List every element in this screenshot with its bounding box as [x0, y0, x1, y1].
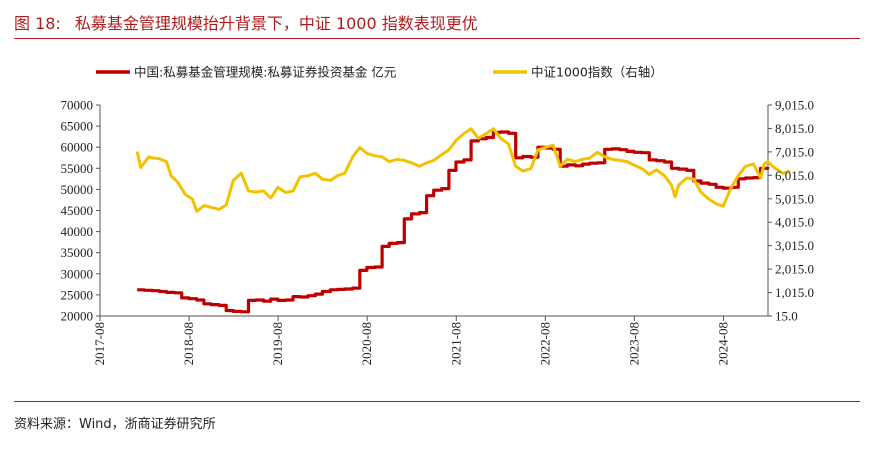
y-right-tick-label: 4,015.0: [775, 215, 814, 230]
legend-label-csi1000: 中证1000指数（右轴）: [531, 65, 663, 80]
figure-number: 图 18:: [14, 14, 61, 33]
x-tick-label: 2022-08: [537, 322, 552, 365]
chart-tick-labels: 20000 25000 30000 35000 40000 45000 50000 55000…: [61, 98, 815, 366]
y-right-tick-label: 15.0: [775, 309, 798, 324]
y-left-tick-label: 35000: [61, 245, 94, 260]
y-left-tick-label: 20000: [61, 309, 94, 324]
title-divider: [14, 38, 860, 39]
footer-divider: [14, 401, 860, 402]
figure-title-text: 私募基金管理规模抬升背景下，中证 1000 指数表现更优: [74, 14, 478, 33]
chart-legend: 中国:私募基金管理规模:私募证券投资基金 亿元 中证1000指数（右轴）: [96, 65, 663, 80]
y-left-tick-label: 50000: [61, 182, 94, 197]
chart-series: [135, 127, 791, 314]
y-right-tick-label: 6,015.0: [775, 168, 814, 183]
y-left-tick-label: 60000: [61, 140, 94, 155]
x-tick-label: 2019-08: [270, 322, 285, 365]
x-tick-label: 2017-08: [92, 322, 107, 365]
y-right-tick-label: 2,015.0: [775, 262, 814, 277]
y-left-tick-label: 40000: [61, 224, 94, 239]
x-tick-label: 2021-08: [448, 322, 463, 365]
y-left-tick-label: 70000: [61, 98, 94, 113]
source-note: 资料来源：Wind，浙商证券研究所: [14, 417, 216, 432]
legend-label-fund-scale: 中国:私募基金管理规模:私募证券投资基金 亿元: [134, 65, 396, 80]
y-right-tick-label: 8,015.0: [775, 121, 814, 136]
chart-axes: [96, 104, 772, 321]
y-left-tick-label: 55000: [61, 161, 94, 176]
y-left-tick-label: 30000: [61, 266, 94, 281]
x-tick-label: 2024-08: [715, 322, 730, 365]
y-right-tick-label: 1,015.0: [775, 285, 814, 300]
x-tick-label: 2023-08: [626, 322, 641, 365]
y-right-tick-label: 9,015.0: [775, 98, 814, 113]
y-right-tick-label: 3,015.0: [775, 238, 814, 253]
y-left-tick-label: 65000: [61, 119, 94, 134]
y-left-tick-label: 45000: [61, 203, 94, 218]
y-left-tick-label: 25000: [61, 287, 94, 302]
x-tick-label: 2018-08: [181, 322, 196, 365]
series-line-csi1000: [135, 127, 791, 213]
y-right-tick-label: 5,015.0: [775, 191, 814, 206]
y-right-tick-label: 7,015.0: [775, 144, 814, 159]
figure-title: 图 18: 私募基金管理规模抬升背景下，中证 1000 指数表现更优: [14, 10, 478, 34]
series-line-fund-scale: [137, 130, 770, 314]
x-tick-label: 2020-08: [359, 322, 374, 365]
line-chart: 中国:私募基金管理规模:私募证券投资基金 亿元 中证1000指数（右轴） 2000…: [61, 65, 815, 366]
